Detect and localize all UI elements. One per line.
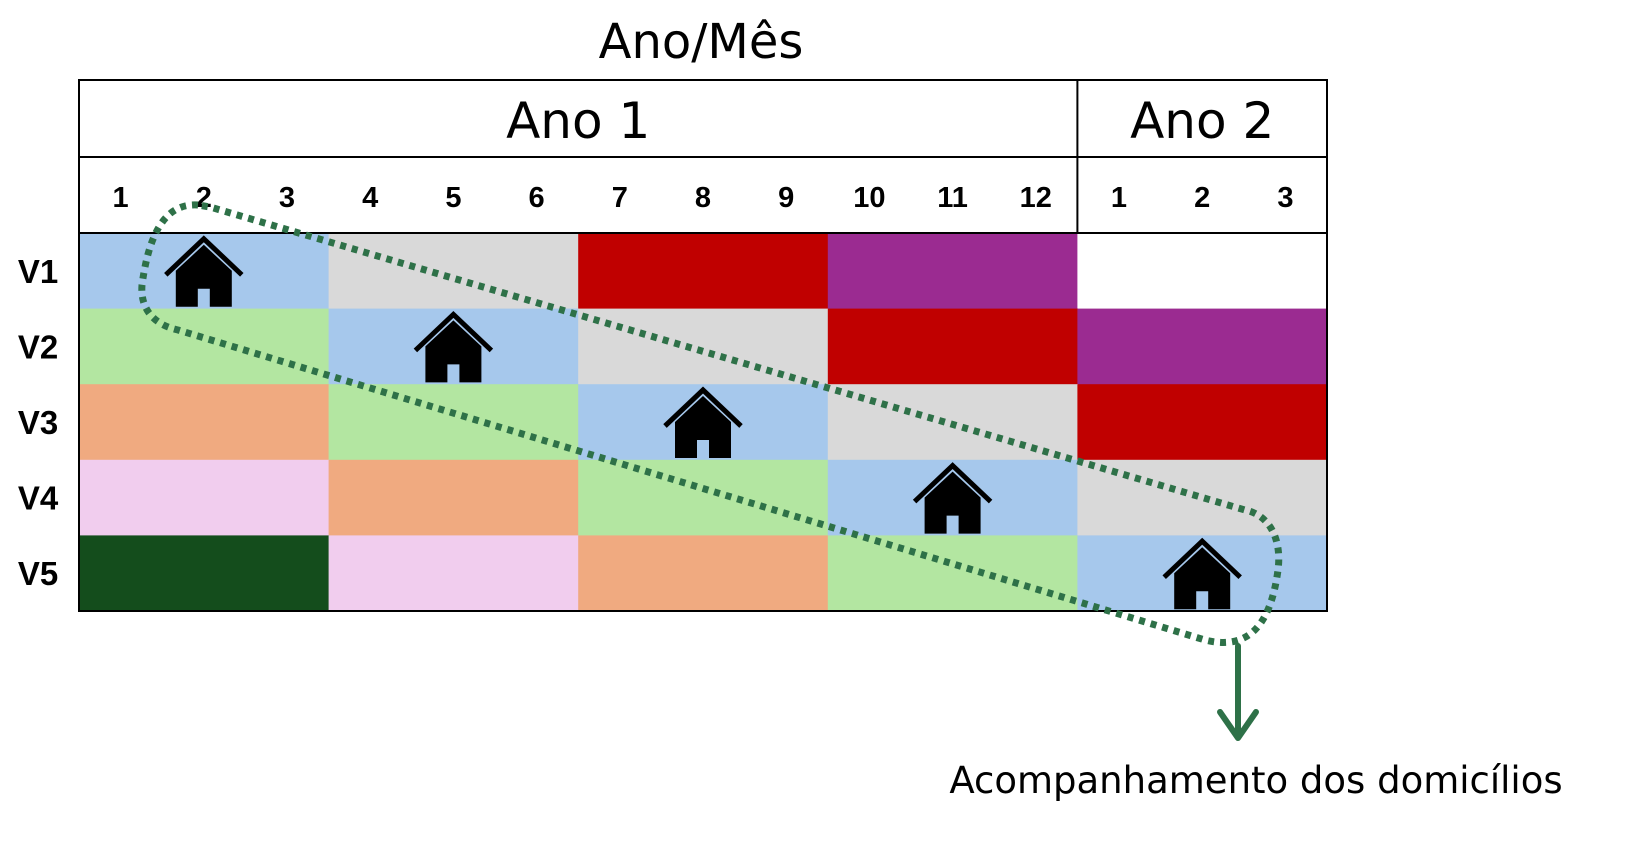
cell-block	[328, 233, 579, 310]
month-label: 11	[937, 182, 968, 214]
month-label: 2	[1194, 182, 1210, 214]
cell-block	[578, 233, 829, 310]
row-label: V1	[18, 253, 58, 290]
schedule-grid	[79, 233, 1328, 612]
month-label: 1	[1111, 182, 1127, 214]
cell-block	[827, 308, 1078, 385]
cell-block	[827, 233, 1078, 310]
cell-block	[79, 535, 330, 612]
month-label: 1	[113, 182, 129, 214]
month-label: 6	[529, 182, 545, 214]
month-label: 7	[612, 182, 628, 214]
cell-block	[328, 459, 579, 536]
month-label: 9	[778, 182, 794, 214]
month-label: 12	[1020, 182, 1052, 214]
annotation-arrow	[1217, 643, 1259, 741]
cell-block	[1077, 459, 1328, 536]
cell-block	[79, 459, 330, 536]
row-label: V3	[18, 404, 58, 441]
month-label: 2	[196, 182, 212, 214]
cell-block	[1077, 384, 1328, 461]
cell-block	[578, 308, 829, 385]
row-label: V2	[18, 328, 58, 365]
month-label: 3	[279, 182, 295, 214]
cell-block	[1077, 233, 1328, 310]
row-label: V4	[18, 480, 59, 517]
row-label: V5	[18, 555, 58, 592]
annotation-label: Acompanhamento dos domicílios	[949, 759, 1562, 802]
household-followup-outline	[138, 201, 1283, 646]
month-label: 3	[1277, 182, 1293, 214]
cell-block	[827, 535, 1078, 612]
month-label: 4	[362, 182, 378, 214]
cell-block	[578, 535, 829, 612]
diagram-title: Ano/Mês	[599, 14, 804, 70]
cell-block	[1077, 308, 1328, 385]
cell-block	[578, 459, 829, 536]
month-label: 8	[695, 182, 711, 214]
cell-block	[328, 535, 579, 612]
cell-block	[79, 308, 330, 385]
cell-block	[79, 384, 330, 461]
year-label: Ano 1	[506, 92, 650, 150]
month-label: 10	[853, 182, 885, 214]
cell-block	[328, 384, 579, 461]
year-label: Ano 2	[1130, 92, 1274, 150]
month-label: 5	[445, 182, 461, 214]
